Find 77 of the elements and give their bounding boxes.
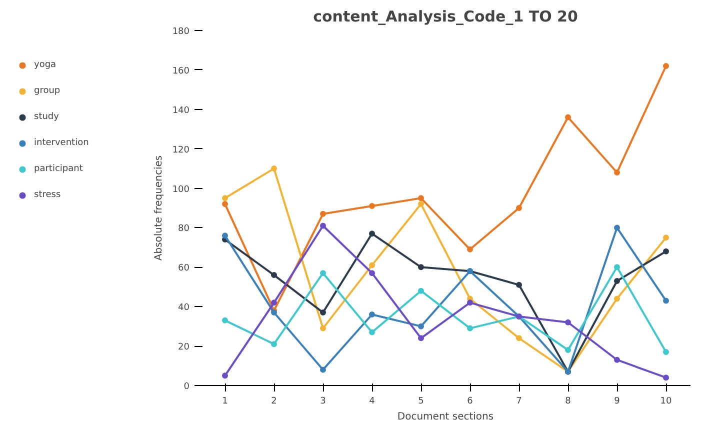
- point: [320, 222, 326, 229]
- point: [418, 201, 424, 208]
- point: [614, 224, 620, 231]
- point: [222, 195, 228, 202]
- point: [516, 205, 522, 211]
- point: [418, 335, 424, 342]
- point: [320, 366, 326, 373]
- point: [565, 347, 571, 353]
- point: [516, 282, 522, 288]
- point: [663, 234, 669, 241]
- point: [516, 335, 522, 342]
- point: [369, 312, 375, 318]
- point: [271, 166, 277, 172]
- point: [320, 270, 326, 276]
- x-tick-label: 1: [222, 396, 228, 406]
- legend-label: stress: [34, 190, 61, 200]
- legend-label: intervention: [34, 138, 89, 148]
- y-tick-label: 180: [172, 27, 190, 37]
- point: [565, 319, 571, 326]
- point: [369, 262, 375, 268]
- point: [614, 278, 620, 284]
- x-tick-label: 10: [660, 396, 672, 406]
- y-axis-title: Absolute frequencies: [153, 155, 164, 261]
- x-tick-label: 6: [467, 396, 474, 406]
- x-tick-label: 7: [516, 396, 522, 406]
- point: [222, 201, 228, 208]
- point: [663, 63, 669, 69]
- point: [565, 114, 571, 120]
- legend-label: group: [34, 86, 60, 96]
- y-tick-label: 20: [178, 342, 190, 353]
- point: [271, 272, 277, 278]
- x-tick-label: 5: [418, 396, 424, 406]
- point: [467, 300, 473, 306]
- x-tick-label: 9: [614, 396, 620, 406]
- x-tick-label: 8: [565, 396, 572, 406]
- point: [369, 203, 375, 210]
- point: [369, 270, 375, 276]
- point: [222, 317, 228, 324]
- point: [369, 329, 375, 336]
- point: [418, 323, 424, 330]
- x-tick-label: 3: [320, 396, 326, 406]
- chart-title: content_Analysis_Code_1 TO 20: [313, 8, 578, 26]
- point: [467, 325, 473, 332]
- point: [320, 325, 326, 332]
- x-axis-title: Document sections: [397, 412, 494, 422]
- x-tick-label: 2: [271, 396, 277, 406]
- legend-label: participant: [34, 164, 83, 174]
- point: [663, 348, 669, 355]
- point: [271, 341, 277, 348]
- x-tick-label: 4: [369, 396, 376, 406]
- point: [369, 230, 375, 237]
- y-tick-label: 80: [178, 224, 190, 234]
- point: [663, 374, 669, 381]
- point: [614, 264, 620, 270]
- legend-label: study: [34, 112, 59, 122]
- y-tick-label: 60: [178, 264, 190, 274]
- point: [663, 298, 669, 304]
- y-tick-label: 120: [172, 145, 190, 156]
- point: [418, 288, 424, 294]
- point: [418, 264, 424, 270]
- legend-label: yoga: [34, 60, 56, 70]
- point: [222, 232, 228, 239]
- point: [614, 296, 620, 302]
- point: [320, 210, 326, 217]
- point: [614, 356, 620, 363]
- y-tick-label: 0: [184, 382, 190, 392]
- point: [271, 300, 277, 306]
- point: [222, 372, 228, 379]
- y-tick-label: 160: [172, 66, 190, 76]
- y-tick-label: 140: [172, 106, 190, 116]
- y-tick-label: 40: [178, 303, 190, 314]
- point: [614, 170, 620, 176]
- point: [467, 246, 473, 252]
- point: [663, 248, 669, 254]
- y-tick-label: 100: [172, 184, 190, 195]
- point: [418, 195, 424, 202]
- point: [320, 310, 326, 316]
